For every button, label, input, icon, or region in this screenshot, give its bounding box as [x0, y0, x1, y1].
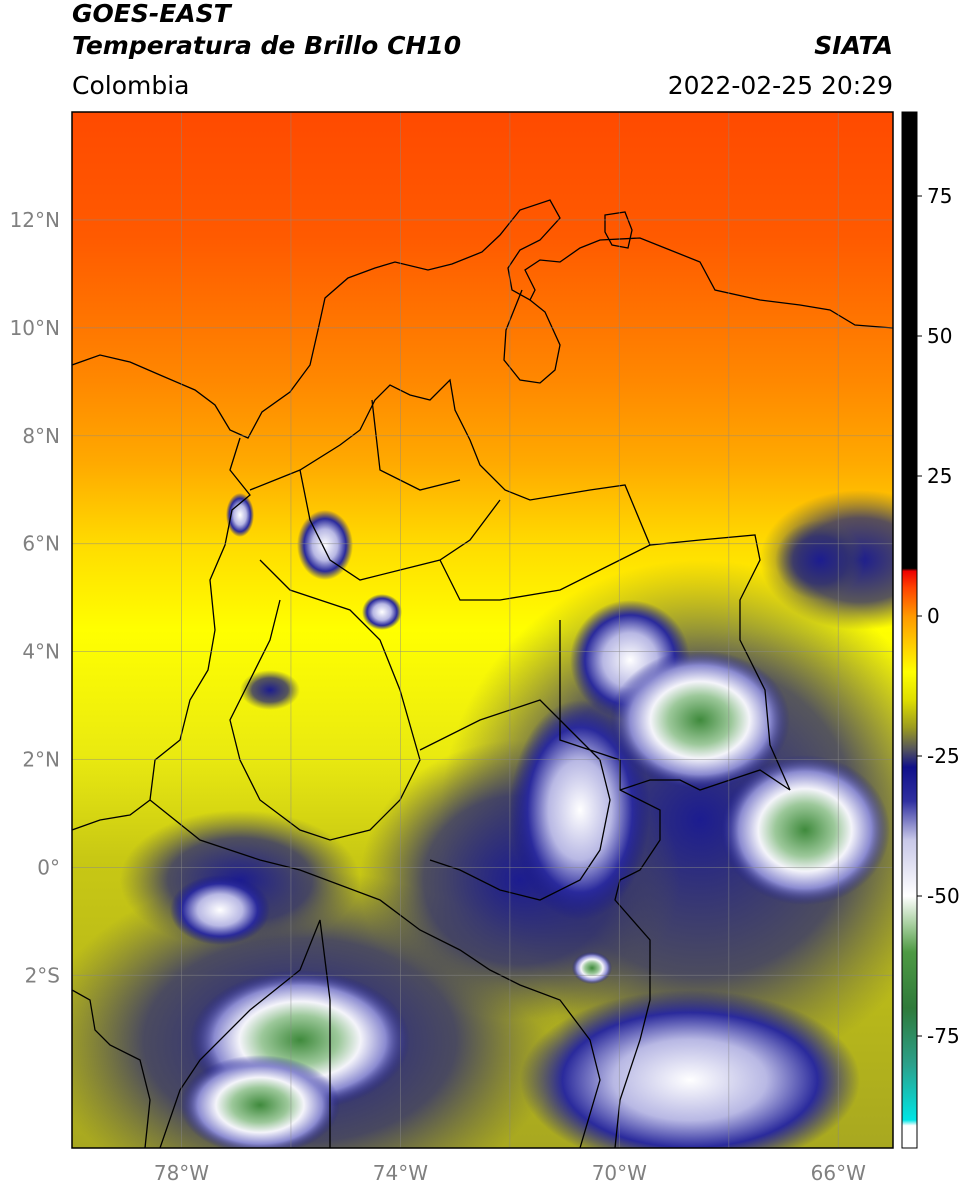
satellite-title: GOES-EAST [72, 0, 231, 28]
latitude-ticks: 12°N 10°N 8°N 6°N 4°N 2°N 0° 2°S [10, 208, 60, 987]
map-frame [71, 111, 894, 1149]
lake-maracaibo [503, 289, 561, 384]
colorbar-tick-label: -50 [927, 884, 960, 908]
lon-tick-label: 78°W [154, 1161, 209, 1185]
cloud-cell-caldas [362, 594, 402, 630]
colorbar-scale [902, 112, 917, 1148]
colorbar: 75 50 25 0 -25 -50 -75 [901, 111, 960, 1149]
caribbean-coastline [72, 199, 893, 439]
lat-tick-label: 8°N [22, 424, 60, 448]
product-title: Temperatura de Brillo CH10 [72, 31, 462, 60]
cloud-core-peru-south [180, 1055, 340, 1148]
department-borders-south [419, 699, 611, 901]
cloud-core-venezuela [720, 755, 890, 905]
cloud-cell-valle [240, 670, 300, 710]
cloud-core-small [572, 952, 612, 984]
colorbar-tick-label: 50 [927, 324, 952, 348]
longitude-ticks: 78°W 74°W 70°W 66°W [154, 1161, 866, 1185]
lat-tick-label: 10°N [10, 316, 60, 340]
lat-tick-label: 12°N [10, 208, 60, 232]
lat-tick-label: 4°N [22, 640, 60, 664]
cloud-cell-south [520, 990, 860, 1148]
pacific-coastline [72, 437, 251, 831]
colombia-peru-border [149, 799, 601, 1148]
satellite-image [72, 112, 893, 1148]
ecuador-peru-border [159, 919, 331, 1148]
colorbar-tick-label: -25 [927, 744, 960, 768]
gridlines [72, 112, 893, 1148]
colombia-venezuela-border [249, 378, 791, 791]
region-label: Colombia [72, 71, 190, 100]
lon-tick-label: 74°W [373, 1161, 428, 1185]
colorbar-tick-label: -75 [927, 1024, 960, 1048]
colorbar-tick-label: 75 [927, 184, 952, 208]
source-label: SIATA [814, 31, 893, 60]
cloud-cell-amazon [510, 700, 650, 920]
department-borders-llanos [439, 544, 651, 601]
borders [72, 199, 893, 1148]
datetime-label: 2022-02-25 20:29 [667, 71, 893, 100]
lon-tick-label: 70°W [592, 1161, 647, 1185]
colorbar-tick-label: 0 [927, 604, 940, 628]
department-borders-andes [229, 559, 421, 841]
peru-coastline [72, 989, 151, 1148]
colorbar-frame [901, 111, 918, 1149]
lat-tick-label: 6°N [22, 532, 60, 556]
lat-tick-label: 2°S [25, 963, 60, 987]
colorbar-tick-label: 25 [927, 464, 952, 488]
lat-tick-label: 0° [37, 855, 60, 879]
colorbar-ticks: 75 50 25 0 -25 -50 -75 [917, 184, 960, 1048]
cloud-cell-choco [226, 493, 254, 537]
venezuela-brazil-border [619, 769, 791, 791]
cloud-core-vichada [610, 650, 790, 790]
cloud-cell-apure [775, 520, 865, 600]
lat-tick-label: 2°N [22, 748, 60, 772]
cloud-cell-antioquia [297, 510, 353, 580]
paraguana-peninsula [604, 211, 633, 249]
cloud-cell-ecuador [170, 875, 270, 945]
colombia-brazil-border [559, 620, 661, 1148]
lon-tick-label: 66°W [811, 1161, 866, 1185]
